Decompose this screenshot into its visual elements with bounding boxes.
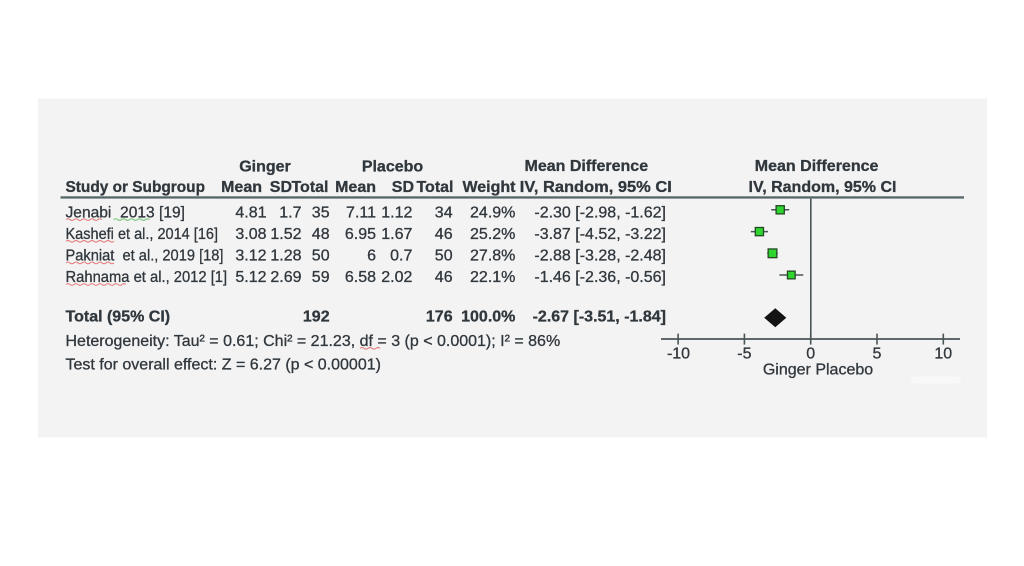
svg-text:48: 48 xyxy=(312,226,330,243)
svg-text:176: 176 xyxy=(426,309,453,326)
svg-text:50: 50 xyxy=(435,248,453,265)
svg-text:Total: Total xyxy=(416,179,453,196)
svg-text:46: 46 xyxy=(435,226,453,243)
svg-text:-10: -10 xyxy=(667,346,690,363)
svg-text:1.28: 1.28 xyxy=(270,248,301,265)
svg-text:IV, Random, 95% CI: IV, Random, 95% CI xyxy=(520,179,672,196)
svg-text:34: 34 xyxy=(435,204,453,221)
svg-text:SD: SD xyxy=(270,179,292,196)
svg-text:7.11: 7.11 xyxy=(346,204,376,221)
svg-text:-3.87 [-4.52, -3.22]: -3.87 [-4.52, -3.22] xyxy=(534,226,666,243)
svg-text:1.12: 1.12 xyxy=(381,204,412,221)
svg-text:Test for overall effect: Z = 6: Test for overall effect: Z = 6.27 (p < 0… xyxy=(66,356,381,373)
svg-text:Ginger: Ginger xyxy=(239,159,291,176)
svg-text:-2.88 [-3.28, -2.48]: -2.88 [-3.28, -2.48] xyxy=(534,248,666,265)
svg-text:Heterogeneity: Tau² = 0.61; Ch: Heterogeneity: Tau² = 0.61; Chi² = 21.23… xyxy=(66,333,561,350)
svg-text:Jenabi 2013 [19]: Jenabi 2013 [19] xyxy=(66,204,186,221)
svg-text:24.9%: 24.9% xyxy=(470,204,515,221)
svg-text:1.67: 1.67 xyxy=(381,226,412,243)
svg-text:Weight: Weight xyxy=(462,179,516,196)
svg-text:-2.67 [-3.51, -1.84]: -2.67 [-3.51, -1.84] xyxy=(533,309,666,326)
svg-text:2.02: 2.02 xyxy=(381,269,412,286)
svg-text:Study or Subgroup: Study or Subgroup xyxy=(66,179,206,196)
svg-text:25.2%: 25.2% xyxy=(470,226,515,243)
svg-text:Rahnama et al., 2012 [1]: Rahnama et al., 2012 [1] xyxy=(66,269,228,286)
svg-text:50: 50 xyxy=(312,248,330,265)
svg-text:-1.46 [-2.36, -0.56]: -1.46 [-2.36, -0.56] xyxy=(534,269,666,286)
svg-text:6.95: 6.95 xyxy=(345,226,376,243)
svg-text:6: 6 xyxy=(367,248,376,265)
svg-text:Ginger Placebo: Ginger Placebo xyxy=(763,362,873,379)
svg-text:3.12: 3.12 xyxy=(235,248,266,265)
svg-text:4.81: 4.81 xyxy=(235,204,266,221)
svg-text:Pakniat et al., 2019 [18]: Pakniat et al., 2019 [18] xyxy=(66,248,224,265)
svg-text:0.7: 0.7 xyxy=(390,248,412,265)
svg-text:Total: Total xyxy=(291,179,328,196)
svg-text:192: 192 xyxy=(303,309,330,326)
svg-text:10: 10 xyxy=(934,346,952,363)
svg-text:0: 0 xyxy=(806,346,815,363)
svg-text:46: 46 xyxy=(435,269,453,286)
svg-text:Total (95% CI): Total (95% CI) xyxy=(66,309,171,326)
svg-text:100.0%: 100.0% xyxy=(461,309,515,326)
svg-text:6.58: 6.58 xyxy=(345,269,376,286)
svg-text:3.08: 3.08 xyxy=(235,226,266,243)
svg-text:Placebo: Placebo xyxy=(362,159,424,176)
svg-text:-2.30 [-2.98, -1.62]: -2.30 [-2.98, -1.62] xyxy=(534,204,666,221)
svg-text:IV, Random, 95% CI: IV, Random, 95% CI xyxy=(749,179,897,196)
svg-text:5: 5 xyxy=(873,346,882,363)
svg-text:59: 59 xyxy=(312,269,330,286)
svg-text:5.12: 5.12 xyxy=(235,269,266,286)
svg-text:1.7: 1.7 xyxy=(279,204,301,221)
svg-text:Mean: Mean xyxy=(335,179,376,196)
svg-text:SD: SD xyxy=(392,179,414,196)
svg-text:Mean Difference: Mean Difference xyxy=(525,158,649,175)
svg-text:Kashefi et al., 2014 [16]: Kashefi et al., 2014 [16] xyxy=(66,226,219,243)
svg-text:27.8%: 27.8% xyxy=(470,248,515,265)
svg-text:1.52: 1.52 xyxy=(270,226,301,243)
svg-text:2.69: 2.69 xyxy=(270,269,301,286)
svg-text:22.1%: 22.1% xyxy=(470,269,515,286)
svg-text:35: 35 xyxy=(312,204,330,221)
svg-text:Mean: Mean xyxy=(221,179,262,196)
svg-text:Mean Difference: Mean Difference xyxy=(755,158,879,175)
svg-text:-5: -5 xyxy=(737,346,751,363)
